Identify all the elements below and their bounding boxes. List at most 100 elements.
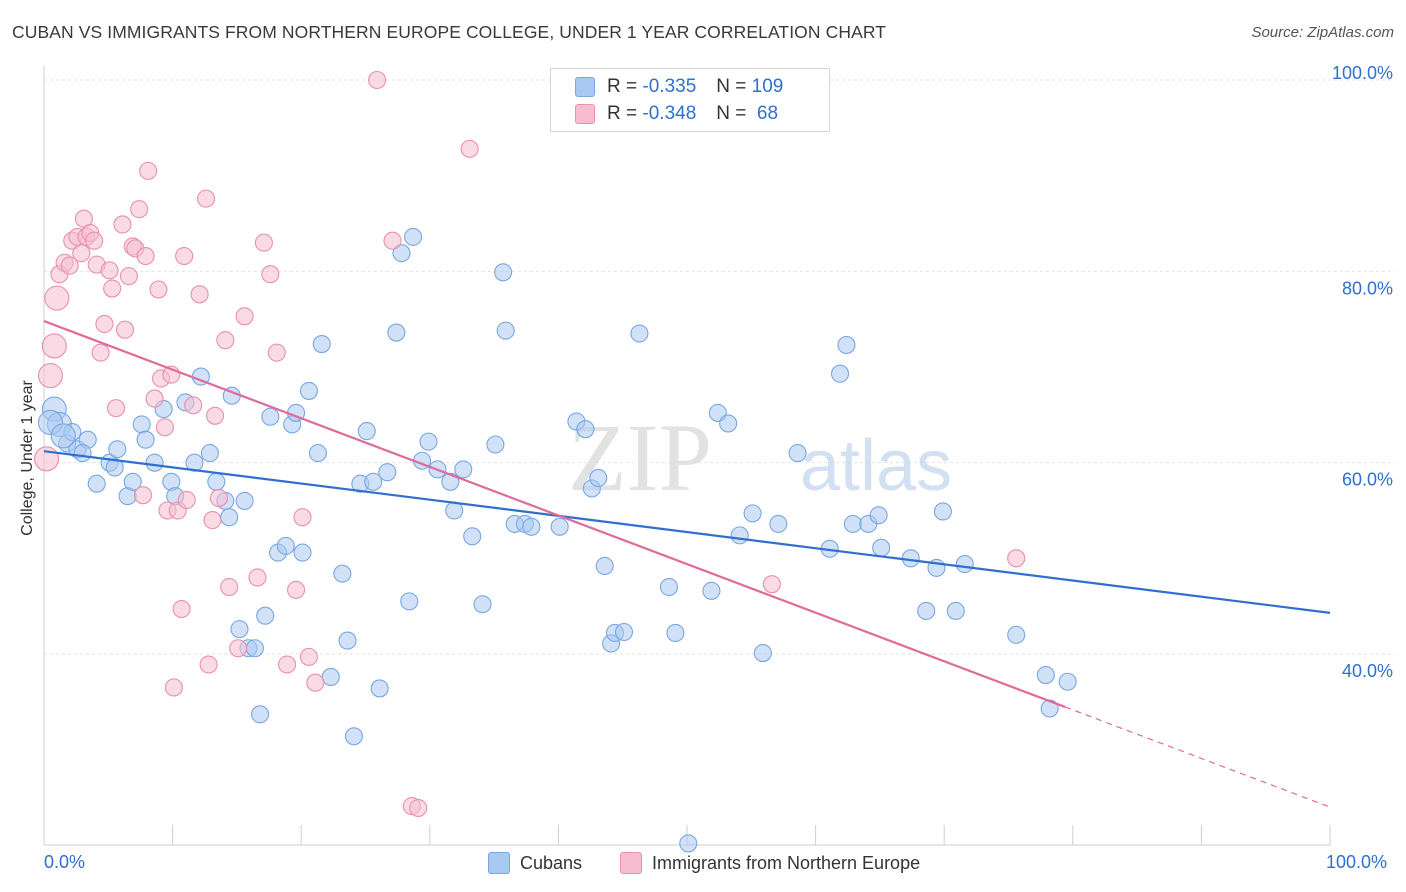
data-point xyxy=(666,623,685,643)
data-point xyxy=(1007,625,1026,644)
data-point xyxy=(614,622,634,642)
data-point xyxy=(630,324,649,343)
data-point xyxy=(155,418,174,437)
data-point xyxy=(254,233,273,252)
data-point xyxy=(60,256,79,275)
trend-line xyxy=(43,450,1331,614)
legend-n-value: 109 xyxy=(751,76,784,97)
y-axis-label: College, Under 1 year xyxy=(19,380,36,536)
data-point xyxy=(743,504,762,523)
data-point xyxy=(387,323,406,342)
data-point xyxy=(95,314,114,334)
chart-title: CUBAN VS IMMIGRANTS FROM NORTHERN EUROPE… xyxy=(12,22,887,42)
data-point xyxy=(105,458,124,477)
data-point xyxy=(837,335,856,355)
series-northern-europe-points xyxy=(34,70,1026,818)
data-point xyxy=(392,244,411,263)
data-point xyxy=(41,333,67,359)
data-point xyxy=(830,364,850,383)
data-point xyxy=(256,606,275,625)
data-point xyxy=(404,227,423,246)
source-label: Source: ZipAtlas.com xyxy=(1251,24,1394,41)
data-point xyxy=(306,673,325,692)
data-point xyxy=(175,246,194,266)
data-point xyxy=(220,577,239,597)
legend-n-value: 68 xyxy=(751,103,779,124)
data-point xyxy=(321,667,340,687)
data-point xyxy=(184,396,203,415)
gridlines xyxy=(44,79,1395,655)
data-point xyxy=(267,343,286,362)
legend-item-cubans[interactable]: Cubans xyxy=(488,852,582,874)
data-point xyxy=(205,406,225,425)
data-point xyxy=(293,543,312,562)
data-point xyxy=(177,490,196,510)
data-point xyxy=(312,334,331,354)
data-point xyxy=(50,423,76,449)
data-point xyxy=(293,508,312,527)
y-tick-label: 100.0% xyxy=(1332,63,1393,83)
data-point xyxy=(113,215,132,234)
data-point xyxy=(164,678,183,697)
legend-swatch-cubans xyxy=(488,852,510,874)
data-point xyxy=(261,265,280,284)
legend-item-northern-europe[interactable]: Immigrants from Northern Europe xyxy=(620,852,920,874)
data-point xyxy=(843,514,862,533)
data-point xyxy=(589,468,608,488)
data-point xyxy=(1058,672,1077,691)
data-point xyxy=(130,200,149,219)
data-point xyxy=(788,444,807,463)
data-point xyxy=(123,472,142,491)
data-point xyxy=(933,502,952,521)
legend-n-label: N = xyxy=(716,103,747,124)
data-point xyxy=(364,472,383,491)
data-point xyxy=(872,538,891,557)
data-point xyxy=(245,639,264,658)
data-point xyxy=(248,568,267,587)
data-point xyxy=(494,263,513,282)
data-point xyxy=(522,517,541,536)
data-point xyxy=(73,444,92,463)
data-point xyxy=(91,343,110,362)
legend-swatch-northern-europe xyxy=(620,852,642,874)
legend-row-northern-europe: R = -0.348 N = 68 xyxy=(575,102,778,126)
data-point xyxy=(419,432,438,451)
stats-legend: R = -0.335 N = 109 R = -0.348 N = 68 xyxy=(550,68,830,132)
data-point xyxy=(496,321,515,340)
data-point xyxy=(550,517,569,536)
legend-r-label: R = xyxy=(607,76,638,97)
series-legend: Cubans Immigrants from Northern Europe xyxy=(0,852,1406,878)
data-point xyxy=(190,285,209,304)
data-point xyxy=(139,161,158,180)
data-point xyxy=(1036,665,1055,685)
data-point xyxy=(917,601,936,621)
data-point xyxy=(287,580,306,599)
data-point xyxy=(400,592,419,611)
x-tick-label-min: 0.0% xyxy=(44,852,86,872)
trend-line xyxy=(43,320,1066,708)
legend-r-value: -0.335 xyxy=(642,76,697,97)
data-point xyxy=(44,285,70,311)
watermark-suffix: atlas xyxy=(800,426,952,506)
data-point xyxy=(115,320,135,339)
data-point xyxy=(370,679,389,698)
data-point xyxy=(85,231,104,250)
data-point xyxy=(216,331,235,350)
data-point xyxy=(955,555,974,574)
legend-label-northern-europe: Immigrants from Northern Europe xyxy=(652,852,921,873)
data-point xyxy=(368,70,387,90)
data-point xyxy=(357,422,376,441)
data-point xyxy=(230,620,249,639)
data-point xyxy=(463,527,482,546)
data-point xyxy=(308,444,327,463)
data-point xyxy=(229,639,248,658)
data-point xyxy=(145,389,164,408)
data-point xyxy=(769,514,788,533)
data-point xyxy=(106,399,126,418)
data-point xyxy=(299,647,318,666)
data-point xyxy=(235,307,254,326)
data-point xyxy=(946,601,965,621)
data-point xyxy=(149,280,168,299)
data-point xyxy=(753,643,772,663)
data-point xyxy=(276,536,295,555)
